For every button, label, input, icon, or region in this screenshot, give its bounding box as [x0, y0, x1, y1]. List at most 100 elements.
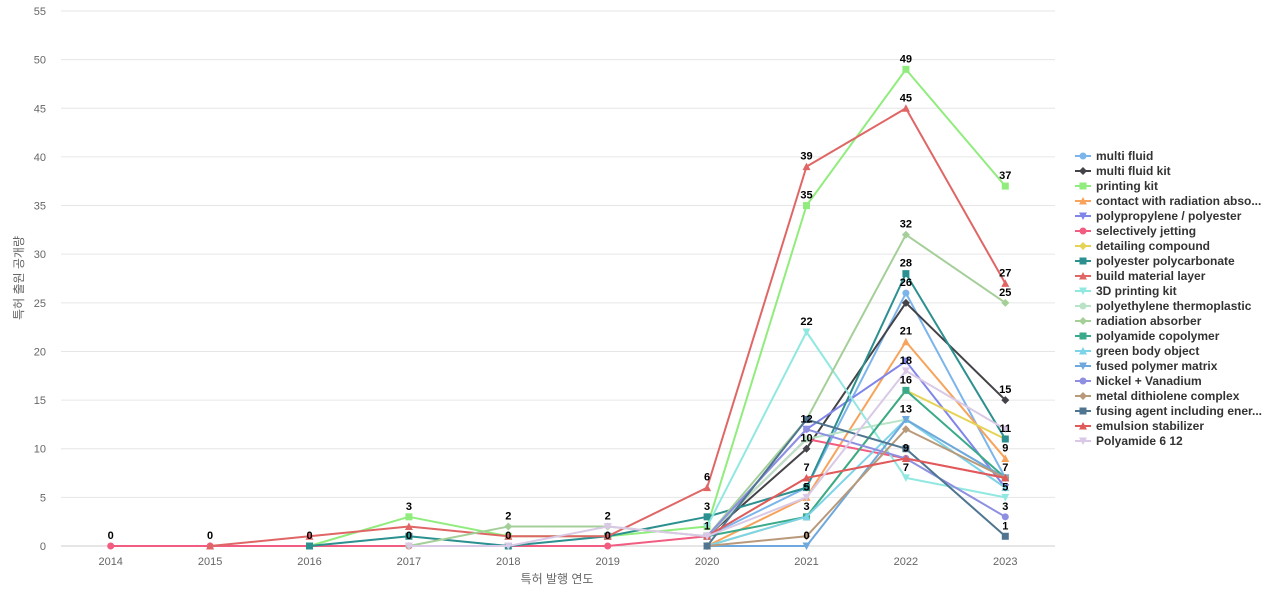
data-point [902, 65, 910, 73]
legend-marker [1079, 437, 1087, 445]
data-point [404, 542, 413, 550]
data-label: 9 [903, 442, 909, 454]
data-label: 5 [803, 481, 809, 493]
legend-item-multi-fluid[interactable]: multi fluid [1075, 149, 1153, 163]
legend-label: polyester polycarbonate [1096, 254, 1235, 268]
legend-label: fused polymer matrix [1096, 359, 1218, 373]
legend-item-polyamide-6-12[interactable]: Polyamide 6 12 [1075, 434, 1183, 448]
data-point [1001, 493, 1010, 502]
y-tick-label: 5 [40, 492, 46, 504]
legend-label: metal dithiolene complex [1096, 389, 1240, 403]
x-axis: 2014 2015 2016 2017 2018 2019 2020 2021 2022 2023 [98, 556, 1017, 568]
data-point [703, 542, 711, 550]
legend-item-green-body-object[interactable]: green body object [1075, 344, 1199, 358]
data-label: 9 [1002, 442, 1008, 454]
data-label: 3 [704, 501, 710, 513]
legend-item-polypropylene-polyester[interactable]: polypropylene / polyester [1075, 209, 1242, 223]
data-label: 16 [900, 374, 912, 386]
data-point [1001, 182, 1009, 190]
legend-label: printing kit [1096, 179, 1158, 193]
legend-item-selectively-jetting[interactable]: selectively jetting [1075, 224, 1196, 238]
x-tick-label: 2023 [993, 556, 1017, 568]
data-point [703, 523, 712, 531]
legend-label: green body object [1096, 344, 1199, 358]
legend-item-3d-printing-kit[interactable]: 3D printing kit [1075, 284, 1177, 298]
y-tick-label: 0 [40, 541, 46, 553]
legend-item-contact-with-radiation-abso[interactable]: contact with radiation abso... [1075, 194, 1261, 208]
legend-marker [1079, 182, 1087, 190]
legend-item-build-material-layer[interactable]: build material layer [1075, 269, 1206, 283]
legend-item-emulsion-stabilizer[interactable]: emulsion stabilizer [1075, 419, 1204, 433]
series-line-polyamide-copolymer [706, 389, 1006, 538]
data-point [802, 512, 811, 521]
data-label: 7 [803, 462, 809, 474]
data-point [306, 542, 313, 550]
legend-label: multi fluid kit [1096, 164, 1171, 178]
legend-item-printing-kit[interactable]: printing kit [1075, 179, 1158, 193]
data-label: 1 [704, 520, 710, 532]
series-selectively-jetting [107, 435, 1009, 550]
legend-item-nickel-vanadium[interactable]: Nickel + Vanadium [1075, 374, 1202, 388]
legend-item-polyester-polycarbonate[interactable]: polyester polycarbonate [1075, 254, 1235, 268]
data-point [1001, 473, 1010, 482]
legend-marker [1079, 227, 1087, 235]
data-point [901, 357, 910, 366]
grid [61, 10, 1055, 547]
legend-item-fused-polymer-matrix[interactable]: fused polymer matrix [1075, 359, 1218, 373]
data-point [1001, 483, 1010, 492]
legend-marker [1079, 332, 1087, 340]
x-tick-label: 2018 [496, 556, 520, 568]
legend-item-detailing-compound[interactable]: detailing compound [1075, 239, 1210, 253]
data-point [901, 454, 910, 462]
legend-item-metal-dithiolene-complex[interactable]: metal dithiolene complex [1075, 389, 1240, 403]
x-tick-label: 2017 [397, 556, 421, 568]
series-line-radiation-absorber [408, 233, 1006, 547]
data-label: 32 [900, 219, 912, 231]
data-label: 45 [900, 92, 912, 104]
data-point [604, 542, 612, 550]
series-line-build-material-layer [210, 107, 1007, 547]
data-label: 35 [800, 190, 812, 202]
data-point [803, 416, 810, 424]
data-label: 0 [406, 530, 412, 542]
y-tick-label: 30 [34, 249, 46, 261]
series-line-multi-fluid [706, 292, 1007, 538]
data-label: 27 [999, 267, 1011, 279]
x-tick-label: 2016 [297, 556, 321, 568]
data-point [902, 289, 910, 297]
data-label: 37 [999, 170, 1011, 182]
data-point [1001, 513, 1009, 521]
series-polyamide-6-12 [404, 367, 1010, 550]
data-label: 7 [1002, 462, 1008, 474]
data-label: 2 [505, 511, 511, 523]
data-point [404, 522, 413, 531]
data-label: 13 [900, 404, 912, 416]
data-point [405, 532, 413, 540]
data-labels: 0 0 03020206313935221210753049453228262118… [108, 53, 1012, 542]
data-point [703, 483, 712, 492]
legend-item-polyamide-copolymer[interactable]: polyamide copolymer [1075, 329, 1220, 343]
legend-marker [1079, 272, 1087, 280]
legend-item-fusing-agent-including-ener[interactable]: fusing agent including ener... [1075, 404, 1262, 418]
legend-item-polyethylene-thermoplastic[interactable]: polyethylene thermoplastic [1075, 299, 1252, 313]
legend-item-radiation-absorber[interactable]: radiation absorber [1075, 314, 1202, 328]
legend-label: Polyamide 6 12 [1096, 434, 1183, 448]
legend-item-multi-fluid-kit[interactable]: multi fluid kit [1075, 164, 1171, 178]
x-tick-label: 2015 [198, 556, 222, 568]
data-point [802, 542, 811, 550]
legend-marker [1079, 302, 1087, 310]
data-point [206, 542, 215, 550]
data-label: 0 [505, 530, 511, 542]
data-point [802, 444, 811, 453]
data-label: 21 [900, 326, 912, 338]
legend-marker [1079, 242, 1087, 250]
legend-marker [1079, 422, 1087, 430]
data-point [603, 532, 612, 540]
data-point [802, 493, 811, 502]
data-label: 1 [1002, 520, 1008, 532]
legend-label: contact with radiation abso... [1096, 194, 1261, 208]
data-point [504, 542, 513, 550]
legend-label: detailing compound [1096, 239, 1210, 253]
legend-label: emulsion stabilizer [1096, 419, 1204, 433]
